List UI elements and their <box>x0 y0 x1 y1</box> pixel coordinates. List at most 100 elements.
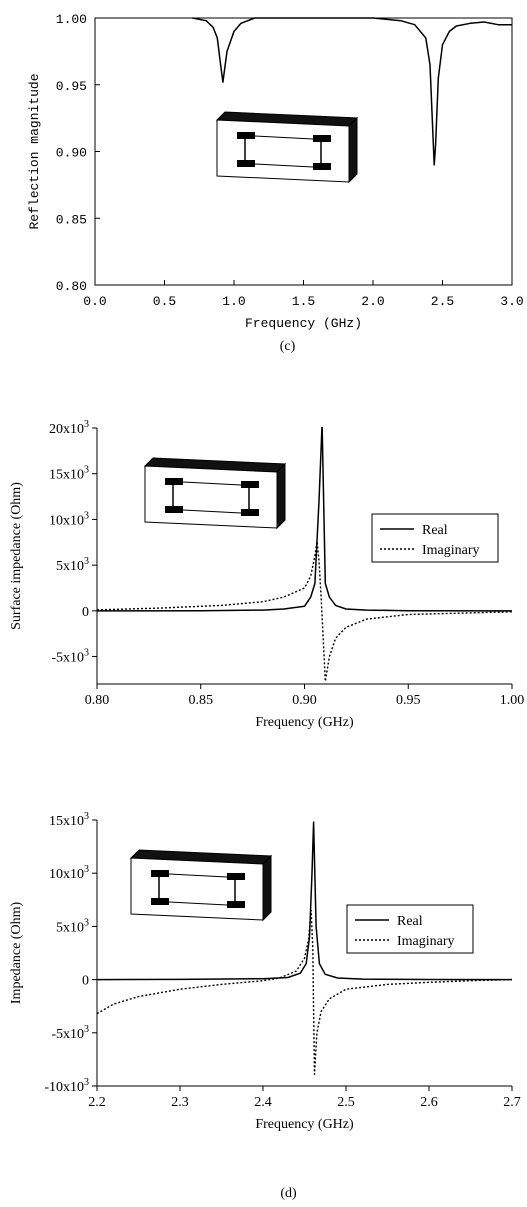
y-tick-label: 0 <box>82 974 89 989</box>
y-tick-exponent: 3 <box>84 1024 89 1035</box>
y-tick-base: -5x10 <box>51 651 84 666</box>
y-tick-exponent: 3 <box>84 419 89 430</box>
y-tick-base: -10x10 <box>44 1080 84 1095</box>
inset-front-face <box>216 119 350 183</box>
y-tick-label: 1.00 <box>56 12 87 27</box>
x-tick-label: 0.90 <box>292 693 317 708</box>
y-axis-label: Reflection magnitude <box>27 73 42 229</box>
y-tick-base: 15x10 <box>49 814 84 829</box>
y-tick-label: 20x103 <box>49 419 89 437</box>
inset-pad <box>227 873 245 880</box>
y-tick-label: 5x103 <box>56 556 89 574</box>
y-tick-base: -5x10 <box>51 1027 84 1042</box>
y-tick-label: 0.95 <box>56 79 87 94</box>
y-tick-label: 15x103 <box>49 465 89 483</box>
y-tick-exponent: 3 <box>84 648 89 659</box>
y-tick-base: 5x10 <box>56 920 84 935</box>
y-tick-label: 0.90 <box>56 146 87 161</box>
y-tick-exponent: 3 <box>84 811 89 822</box>
inset-resonator-drawing <box>143 457 287 530</box>
x-axis-label: Frequency (GHz) <box>255 1117 354 1132</box>
inset-side-face <box>276 462 286 530</box>
chart-3: 2.2 2.3 2.4 2.5 2.6 2.7-10x103-5x10305x10310x… <box>9 811 521 1201</box>
legend-box <box>371 513 499 563</box>
x-tick-label: 0.95 <box>396 693 421 708</box>
inset-pad <box>227 901 245 908</box>
y-tick-base: 10x10 <box>49 867 84 882</box>
series-line-real <box>97 427 512 612</box>
y-tick-label: -5x103 <box>51 648 89 666</box>
x-tick-label: 2.2 <box>88 1095 106 1110</box>
x-tick-label: 2.5 <box>431 294 454 309</box>
y-tick-exponent: 3 <box>84 917 89 928</box>
y-tick-base: 5x10 <box>56 559 84 574</box>
y-tick-base: 20x10 <box>49 422 84 437</box>
x-tick-label: 2.7 <box>503 1095 521 1110</box>
legend-label: Real <box>397 914 423 929</box>
x-tick-label: 0.0 <box>83 294 106 309</box>
x-tick-label: 2.4 <box>254 1095 272 1110</box>
x-tick-label: 1.00 <box>500 693 525 708</box>
inset-pad <box>313 163 331 170</box>
y-axis-label: Surface impedance (Ohm) <box>9 482 24 630</box>
inset-pad <box>241 481 259 488</box>
x-tick-label: 2.5 <box>337 1095 355 1110</box>
x-tick-label: 0.85 <box>189 693 214 708</box>
chart-1: 0.0 0.5 1.0 1.5 2.0 2.5 3.0 0.80 0.85 0.90 0.95 1.0… <box>27 12 524 354</box>
inset-wire <box>168 901 228 906</box>
x-axis-label: Frequency (GHz) <box>255 715 354 730</box>
y-tick-label: 5x103 <box>56 917 89 935</box>
y-tick-label: -10x103 <box>44 1077 89 1095</box>
inset-pad <box>165 506 183 513</box>
inset-wire <box>168 873 228 878</box>
x-tick-label: 3.0 <box>500 294 523 309</box>
y-axis-label: Impedance (Ohm) <box>9 902 24 1005</box>
legend-box <box>346 904 474 954</box>
x-axis-label: Frequency (GHz) <box>245 316 362 331</box>
inset-wire <box>254 163 314 168</box>
series-line-real <box>97 821 512 981</box>
inset-resonator-drawing <box>215 111 359 184</box>
x-tick-label: 0.80 <box>85 693 110 708</box>
y-tick-exponent: 3 <box>84 510 89 521</box>
legend-label: Imaginary <box>422 543 480 558</box>
inset-side-face <box>348 116 358 184</box>
inset-pad <box>165 478 183 485</box>
x-tick-label: 1.0 <box>222 294 245 309</box>
chart-2: 0.80 0.85 0.90 0.95 1.00-5x10305x10310x10315… <box>9 419 524 730</box>
x-tick-label: 0.5 <box>153 294 176 309</box>
x-tick-label: 2.3 <box>171 1095 189 1110</box>
y-tick-label: 10x103 <box>49 864 89 882</box>
y-tick-exponent: 3 <box>84 556 89 567</box>
inset-front-face <box>130 857 264 921</box>
y-tick-exponent: 3 <box>84 465 89 476</box>
x-tick-label: 2.6 <box>420 1095 438 1110</box>
x-tick-label: 1.5 <box>292 294 315 309</box>
y-tick-exponent: 3 <box>84 864 89 875</box>
legend-label: Imaginary <box>397 934 455 949</box>
inset-pad <box>237 160 255 167</box>
inset-wire <box>182 509 242 514</box>
y-tick-label: 0.80 <box>56 279 87 294</box>
legend-label: Real <box>422 523 448 538</box>
inset-side-face <box>262 854 272 922</box>
y-tick-label: 15x103 <box>49 811 89 829</box>
figure-caption: (d) <box>280 1186 297 1201</box>
series-line-data <box>192 17 512 166</box>
inset-front-face <box>144 465 278 529</box>
series-line-imaginary <box>97 909 512 1076</box>
y-tick-label: 10x103 <box>49 510 89 528</box>
y-tick-label: -5x103 <box>51 1024 89 1042</box>
inset-pad <box>313 135 331 142</box>
legend: Real Imaginary <box>346 904 474 954</box>
x-tick-label: 2.0 <box>361 294 384 309</box>
y-tick-base: 10x10 <box>49 513 84 528</box>
inset-resonator-drawing <box>129 849 273 922</box>
y-tick-label: 0.85 <box>56 212 87 227</box>
inset-pad <box>237 132 255 139</box>
y-tick-label: 0 <box>82 605 89 620</box>
inset-pad <box>151 870 169 877</box>
y-tick-base: 15x10 <box>49 468 84 483</box>
inset-wire <box>254 135 314 140</box>
